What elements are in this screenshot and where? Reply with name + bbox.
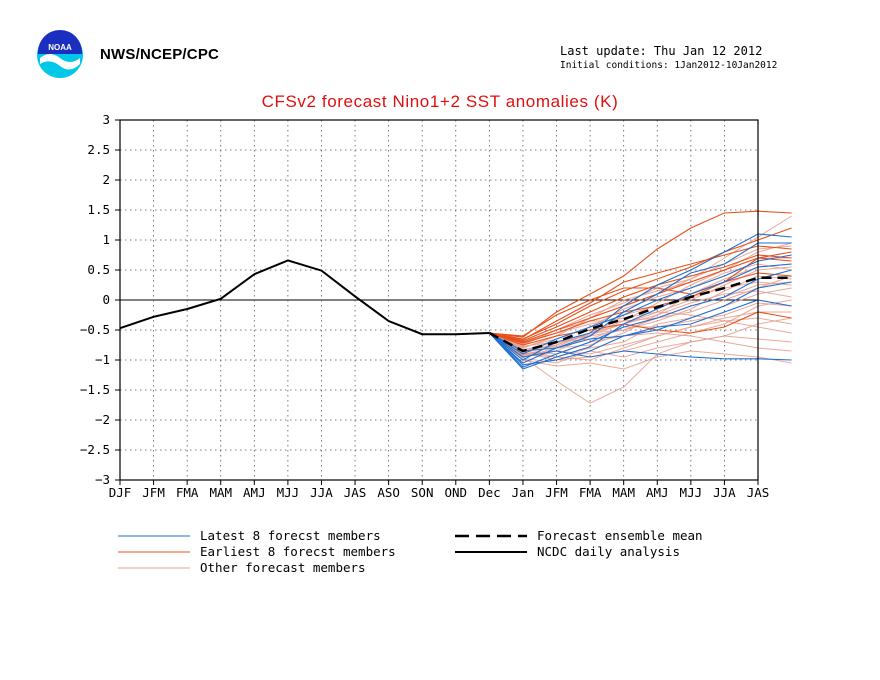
x-tick-label: FMA bbox=[176, 485, 199, 500]
earliest-member-line bbox=[489, 227, 792, 340]
x-tick-label: DJF bbox=[109, 485, 132, 500]
latest-member-line bbox=[489, 281, 792, 366]
analysis-series bbox=[119, 259, 490, 336]
plot-border bbox=[119, 119, 759, 481]
earliest-members-series bbox=[489, 210, 792, 346]
y-tick-label: 0 bbox=[102, 292, 110, 307]
earliest-member-line bbox=[489, 254, 792, 342]
x-tick-label: AMJ bbox=[243, 485, 266, 500]
x-tick-label: Jan bbox=[512, 485, 535, 500]
x-tick-label: SON bbox=[411, 485, 434, 500]
x-tick-label: MJJ bbox=[277, 485, 300, 500]
y-tick-label: 2 bbox=[102, 172, 110, 187]
chart-title: CFSv2 forecast Nino1+2 SST anomalies (K) bbox=[261, 92, 619, 111]
x-tick-label: JFM bbox=[545, 485, 568, 500]
earliest-member-line bbox=[489, 245, 792, 341]
legend-label-latest: Latest 8 forecst members bbox=[200, 528, 381, 543]
legend-label-analysis: NCDC daily analysis bbox=[537, 544, 680, 559]
x-tick-label: ASO bbox=[377, 485, 400, 500]
earliest-member-line bbox=[489, 311, 792, 346]
x-tick-label: Dec bbox=[478, 485, 501, 500]
x-tick-label: AMJ bbox=[646, 485, 669, 500]
other-member-line bbox=[489, 290, 792, 354]
legend-label-earliest: Earliest 8 forecst members bbox=[200, 544, 396, 559]
plot-frame bbox=[119, 119, 759, 481]
x-tick-label: MAM bbox=[209, 485, 232, 500]
latest-member-line bbox=[489, 242, 792, 364]
x-tick-label: MJJ bbox=[680, 485, 703, 500]
x-tick-label: MAM bbox=[612, 485, 635, 500]
grid-lines bbox=[120, 120, 758, 480]
y-tick-label: −1 bbox=[95, 352, 110, 367]
y-tick-label: 3 bbox=[102, 112, 110, 127]
y-tick-labels: 3 2.5 2 1.5 1 0.5 0 −0.5 −1 −1.5 −2 −2.5 −3 bbox=[80, 112, 120, 487]
x-tick-label: JFM bbox=[142, 485, 165, 500]
x-tick-labels: DJF JFM FMA MAM AMJ MJJ JJA JAS ASO SON OND Dec Jan J… bbox=[109, 480, 770, 500]
earliest-member-line bbox=[489, 257, 792, 343]
analysis-line bbox=[119, 259, 490, 336]
y-tick-label: −3 bbox=[95, 472, 110, 487]
legend-label-mean: Forecast ensemble mean bbox=[537, 528, 703, 543]
y-tick-label: 0.5 bbox=[87, 262, 110, 277]
other-member-line bbox=[489, 281, 792, 355]
y-tick-label: 2.5 bbox=[87, 142, 110, 157]
other-member-line bbox=[489, 299, 792, 361]
ensemble-mean-line bbox=[488, 276, 792, 353]
y-tick-label: −0.5 bbox=[80, 322, 110, 337]
initial-conditions-label: Initial conditions: 1Jan2012-10Jan2012 bbox=[560, 60, 778, 71]
latest-member-line bbox=[489, 299, 792, 352]
svg-text:NOAA: NOAA bbox=[48, 43, 72, 52]
ensemble-mean-series bbox=[488, 276, 792, 353]
earliest-member-line bbox=[489, 272, 792, 344]
legend-label-other: Other forecast members bbox=[200, 560, 366, 575]
latest-member-line bbox=[489, 269, 792, 368]
last-update-label: Last update: Thu Jan 12 2012 bbox=[560, 44, 763, 58]
noaa-logo: NOAA bbox=[37, 30, 83, 78]
earliest-member-line bbox=[489, 251, 792, 337]
latest-member-line bbox=[489, 332, 792, 361]
other-member-line bbox=[489, 317, 792, 404]
y-tick-label: 1 bbox=[102, 232, 110, 247]
x-tick-label: FMA bbox=[579, 485, 602, 500]
y-tick-label: −2.5 bbox=[80, 442, 110, 457]
y-tick-label: 1.5 bbox=[87, 202, 110, 217]
x-tick-label: JAS bbox=[747, 485, 770, 500]
earliest-member-line bbox=[489, 210, 792, 338]
x-tick-label: JAS bbox=[344, 485, 367, 500]
x-tick-label: JJA bbox=[713, 485, 736, 500]
agency-label: NWS/NCEP/CPC bbox=[100, 46, 220, 63]
latest-member-line bbox=[489, 233, 792, 361]
y-tick-label: −2 bbox=[95, 412, 110, 427]
latest-members-series bbox=[488, 233, 792, 370]
x-tick-label: OND bbox=[445, 485, 468, 500]
x-tick-label: JJA bbox=[310, 485, 333, 500]
latest-member-line bbox=[488, 263, 792, 370]
y-tick-label: −1.5 bbox=[80, 382, 110, 397]
